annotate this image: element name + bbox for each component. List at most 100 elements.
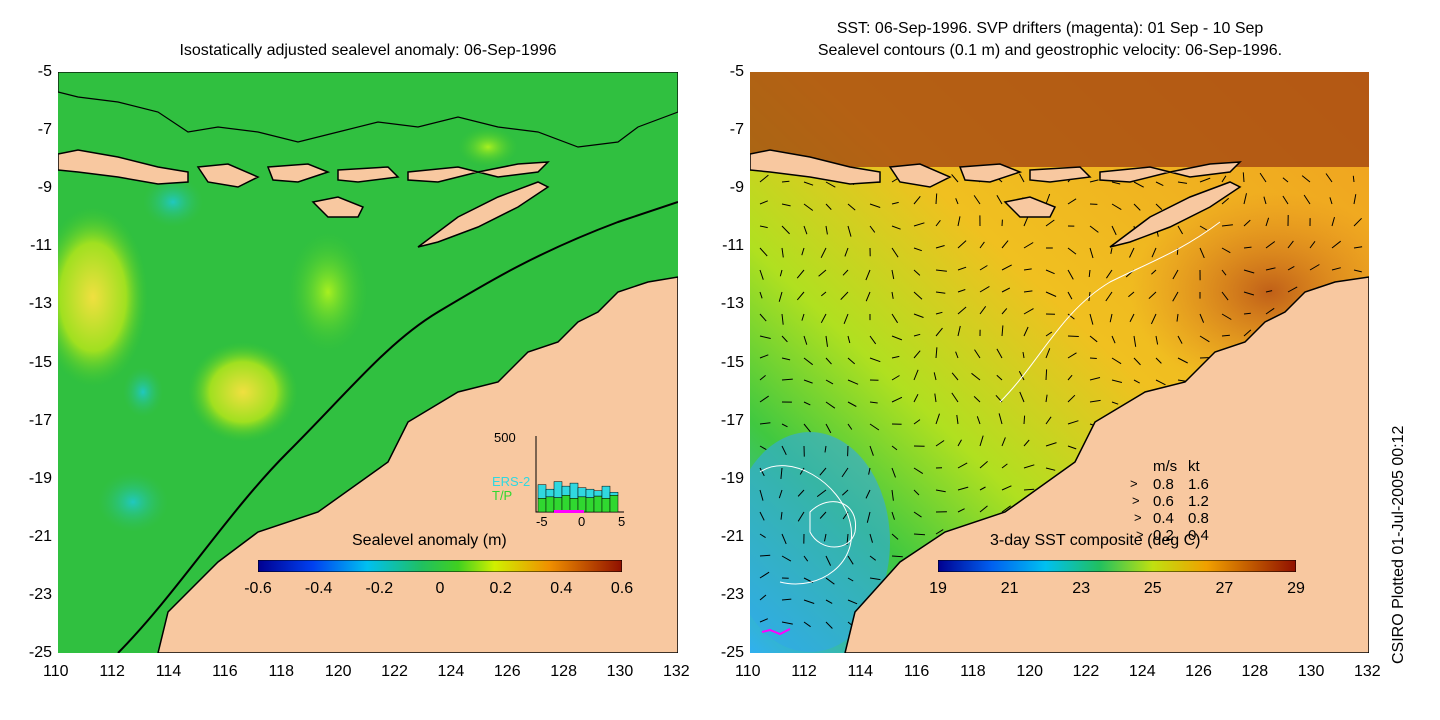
timor-land — [1109, 181, 1242, 248]
velocity-arrow — [935, 440, 945, 447]
velocity-arrow — [869, 555, 877, 561]
velocity-arrow — [865, 269, 871, 281]
velocity-arrow — [1177, 357, 1188, 364]
sumba-land — [1003, 196, 1057, 218]
velocity-arrow — [979, 461, 988, 469]
velocity-arrow — [1023, 242, 1034, 249]
velocity-arrow — [869, 533, 873, 543]
right-ytick: -13 — [720, 295, 744, 313]
velocity-arrow — [825, 423, 832, 434]
velocity-arrow — [1221, 313, 1232, 320]
right-ytick: -19 — [720, 469, 744, 487]
velocity-legend-ms: 0.2 — [1153, 527, 1174, 544]
velocity-arrow — [1243, 193, 1247, 205]
inset-bar-ers2 — [609, 491, 619, 496]
velocity-arrow — [935, 413, 940, 425]
left-xtick: 130 — [606, 663, 634, 680]
velocity-arrow — [866, 511, 871, 523]
right-colorbar-tick: 29 — [1287, 580, 1305, 597]
velocity-arrow — [996, 195, 1003, 205]
anomaly-high-central — [188, 342, 298, 442]
velocity-arrow — [759, 174, 769, 183]
velocity-arrow — [891, 396, 903, 403]
velocity-arrow — [796, 269, 805, 279]
velocity-arrow — [759, 489, 764, 501]
velocity-arrow — [957, 486, 969, 491]
velocity-arrow — [1287, 265, 1295, 271]
velocity-arrow — [759, 571, 770, 579]
velocity-arrow — [1221, 197, 1230, 205]
velocity-arrow — [759, 511, 765, 521]
inset-bar-ers2 — [585, 488, 595, 498]
velocity-arrow — [1303, 194, 1311, 205]
velocity-arrow — [778, 291, 783, 302]
left-xtick: 126 — [493, 663, 521, 680]
right-xtick: 126 — [1185, 663, 1212, 680]
velocity-arrow — [1045, 269, 1055, 275]
velocity-arrow — [1243, 329, 1252, 337]
velocity-arrow — [1199, 247, 1205, 259]
velocity-arrow — [1067, 445, 1077, 450]
velocity-arrow — [971, 372, 981, 381]
velocity-arrow — [847, 357, 856, 365]
right-xtick: 132 — [1354, 663, 1381, 680]
velocity-arrow — [820, 313, 827, 324]
velocity-arrow — [957, 216, 961, 227]
velocity-arrow — [1329, 197, 1333, 205]
velocity-arrow — [935, 347, 938, 359]
velocity-arrow — [1259, 172, 1267, 183]
velocity-arrow — [935, 269, 947, 272]
velocity-legend-ms: 0.6 — [1153, 493, 1174, 510]
velocity-arrow — [1023, 326, 1029, 337]
velocity-arrow — [803, 621, 811, 628]
velocity-arrow — [869, 335, 877, 345]
right-map-title-line1: SST: 06-Sep-1996. SVP drifters (magenta)… — [836, 20, 1264, 37]
velocity-arrow — [759, 291, 763, 299]
velocity-arrow — [797, 489, 805, 497]
velocity-arrow — [951, 392, 959, 403]
inset-bar-tp — [569, 498, 579, 513]
velocity-arrow — [891, 335, 903, 341]
velocity-arrow — [1067, 420, 1079, 425]
velocity-arrow — [979, 265, 988, 271]
velocity-arrow — [847, 401, 857, 407]
velocity-arrow — [1089, 179, 1099, 183]
velocity-arrow — [913, 195, 921, 205]
inset-legend-ers2: ERS-2 — [492, 474, 531, 489]
velocity-arrow — [979, 306, 987, 315]
right-ytick: -23 — [720, 585, 744, 603]
velocity-arrow — [1331, 267, 1341, 271]
velocity-arrow — [759, 445, 767, 451]
inset-bar-tp — [545, 496, 555, 513]
velocity-arrow — [841, 489, 849, 496]
velocity-arrow — [781, 225, 790, 235]
velocity-arrow — [1067, 291, 1073, 300]
velocity-arrow — [803, 225, 808, 235]
velocity-arrow — [842, 269, 849, 276]
velocity-arrow — [1243, 312, 1251, 315]
velocity-legend-arrow-icon: > — [1132, 493, 1140, 508]
inset-bar-tp — [585, 497, 595, 513]
velocity-arrow — [869, 401, 878, 404]
left-xtick: 122 — [381, 663, 408, 680]
velocity-arrow — [847, 335, 851, 344]
velocity-arrow — [1019, 173, 1025, 183]
velocity-arrow — [847, 203, 856, 211]
velocity-arrow — [1221, 175, 1227, 183]
velocity-arrow — [1067, 198, 1077, 205]
australia-land — [844, 276, 1369, 653]
velocity-arrow — [1023, 308, 1034, 315]
inset-bar-tp — [553, 497, 563, 513]
velocity-arrow — [1045, 291, 1057, 297]
velocity-arrow — [1155, 203, 1163, 210]
right-colorbar-tick: 25 — [1143, 580, 1162, 597]
velocity-arrow — [913, 313, 924, 318]
inset-ytick-500: 500 — [494, 430, 516, 445]
velocity-arrow — [1353, 269, 1362, 273]
velocity-arrow — [996, 374, 1003, 381]
right-ytick: -9 — [729, 179, 744, 197]
velocity-arrow — [1265, 290, 1273, 293]
velocity-arrow — [781, 555, 792, 562]
velocity-arrow — [933, 372, 937, 381]
velocity-arrow — [1067, 269, 1074, 280]
